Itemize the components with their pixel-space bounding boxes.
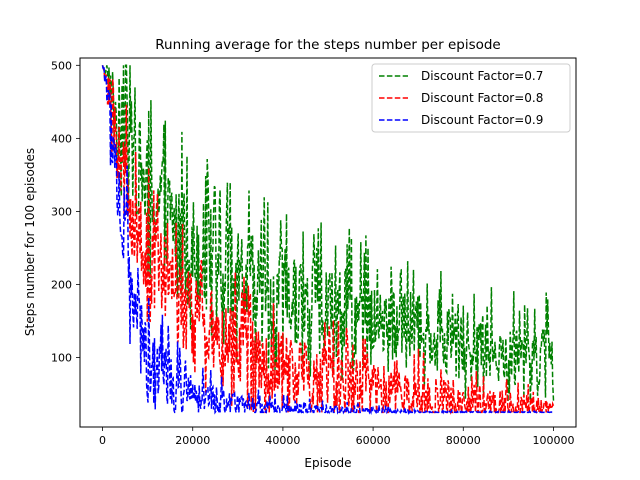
plot-area [101,64,555,416]
y-tick-label: 400 [51,132,72,145]
y-tick-label: 500 [51,59,72,72]
y-axis-label: Steps number for 100 episodes [23,148,37,336]
x-tick-label: 80000 [446,434,481,447]
legend-label-1: Discount Factor=0.7 [421,69,543,83]
x-tick-label: 60000 [356,434,391,447]
y-tick-label: 100 [51,352,72,365]
y-tick-label: 300 [51,205,72,218]
chart-title: Running average for the steps number per… [155,37,500,53]
x-tick-label: 100000 [532,434,574,447]
legend: Discount Factor=0.7 Discount Factor=0.8 Di… [371,63,571,133]
series-line-1 [101,64,555,405]
y-axis: 100 200 300 400 500 [51,59,80,365]
x-axis: 0 20000 40000 60000 80000 100000 [99,427,574,447]
y-tick-label: 200 [51,279,72,292]
x-tick-label: 40000 [265,434,300,447]
x-axis-label: Episode [304,456,351,470]
legend-label-2: Discount Factor=0.8 [421,91,543,105]
legend-box [371,63,571,133]
x-tick-label: 20000 [175,434,210,447]
series-line-3 [101,65,554,416]
legend-label-3: Discount Factor=0.9 [421,113,543,127]
x-tick-label: 0 [99,434,106,447]
plot-frame [79,57,577,428]
